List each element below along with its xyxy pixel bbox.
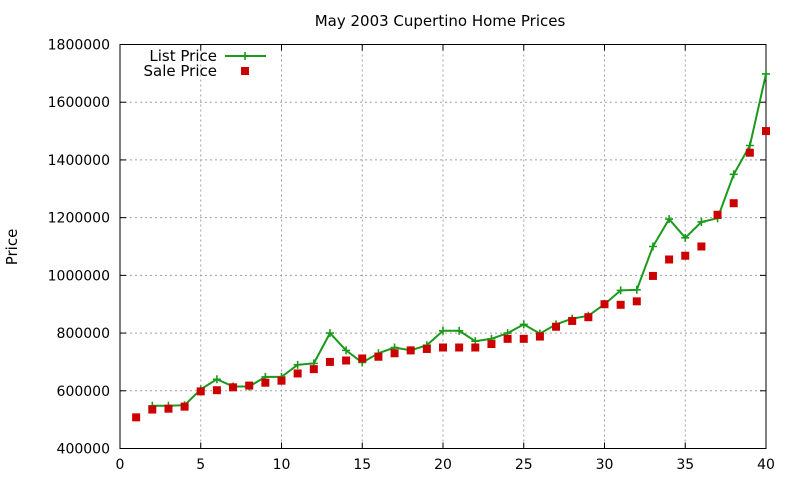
- data-point-list-price: [762, 69, 770, 78]
- data-point-sale-price: [229, 383, 238, 392]
- data-point-sale-price: [406, 346, 415, 355]
- y-tick-label: 1800000: [48, 38, 110, 54]
- legend: List Price Sale Price: [144, 47, 266, 80]
- y-tick-label: 1400000: [48, 153, 110, 169]
- x-tick-label: 15: [353, 457, 371, 473]
- data-point-list-price: [293, 360, 302, 369]
- data-point-sale-price: [584, 313, 593, 322]
- data-point-sale-price: [245, 381, 254, 390]
- data-point-sale-price: [422, 344, 431, 353]
- data-point-list-price: [519, 320, 528, 329]
- y-tick-labels: 400000 600000 800000 1000000 1200000 1400000 1…: [48, 38, 110, 458]
- data-point-sale-price: [665, 255, 674, 264]
- legend-label-sale-price: Sale Price: [144, 62, 217, 80]
- data-point-sale-price: [519, 334, 528, 343]
- data-point-list-price: [665, 215, 674, 224]
- data-point-list-price: [455, 326, 464, 335]
- data-point-sale-price: [439, 343, 447, 352]
- data-point-sale-price: [616, 300, 625, 309]
- x-tick-labels: 0 5 10 15 20 25 30 35 40: [116, 457, 775, 473]
- data-point-sale-price: [358, 354, 367, 363]
- data-point-sale-price: [148, 405, 157, 414]
- data-point-sale-price: [568, 316, 577, 325]
- data-point-sale-price: [196, 387, 205, 396]
- x-tick-label: 25: [515, 457, 533, 473]
- data-point-sale-price: [600, 300, 609, 309]
- y-tick-label: 1200000: [48, 211, 110, 227]
- data-point-list-price: [648, 242, 657, 251]
- x-tick-label: 30: [596, 457, 614, 473]
- y-axis-label: Price: [3, 229, 21, 266]
- data-point-sale-price: [132, 413, 141, 422]
- legend-marker-list-price: [241, 52, 249, 60]
- data-point-sale-price: [164, 404, 173, 413]
- data-point-list-price: [729, 170, 738, 179]
- series-line-list-price: [152, 73, 767, 407]
- data-point-sale-price: [455, 343, 464, 352]
- data-point-sale-price: [390, 349, 399, 358]
- data-point-sale-price: [342, 356, 351, 365]
- data-point-list-price: [212, 375, 221, 384]
- x-tick-label: 10: [273, 457, 291, 473]
- data-point-sale-price: [325, 357, 334, 366]
- series-list-price: [148, 69, 770, 410]
- data-point-sale-price: [552, 322, 561, 331]
- data-point-sale-price: [729, 199, 738, 208]
- data-point-sale-price: [745, 148, 754, 157]
- data-point-sale-price: [632, 297, 641, 306]
- data-point-list-price: [697, 217, 706, 226]
- y-tick-label: 1000000: [48, 268, 110, 284]
- y-tick-label: 800000: [57, 326, 110, 342]
- data-point-sale-price: [309, 365, 318, 374]
- x-tick-label: 0: [116, 457, 125, 473]
- data-point-sale-price: [503, 334, 512, 343]
- plot-frame: [119, 44, 767, 449]
- data-point-sale-price: [487, 340, 496, 349]
- x-tick-label: 5: [196, 457, 205, 473]
- data-point-sale-price: [681, 251, 690, 260]
- data-point-list-price: [439, 326, 447, 335]
- data-point-list-price: [325, 329, 334, 338]
- data-point-list-price: [681, 233, 690, 242]
- data-point-list-price: [745, 141, 754, 150]
- data-point-sale-price: [713, 210, 722, 219]
- data-point-list-price: [616, 286, 625, 295]
- data-point-sale-price: [697, 242, 706, 251]
- series-layer: [132, 69, 770, 422]
- data-point-sale-price: [535, 332, 544, 341]
- data-point-sale-price: [471, 343, 480, 352]
- data-point-sale-price: [212, 386, 221, 395]
- x-tick-label: 40: [757, 457, 775, 473]
- data-point-list-price: [342, 346, 351, 355]
- y-tick-label: 400000: [57, 442, 110, 458]
- series-sale-price: [132, 127, 770, 422]
- legend-marker-sale-price: [241, 67, 249, 75]
- data-point-sale-price: [180, 402, 189, 411]
- y-tick-label: 600000: [57, 384, 110, 400]
- y-tick-label: 1600000: [48, 95, 110, 111]
- data-point-sale-price: [261, 378, 270, 387]
- data-point-sale-price: [374, 352, 383, 361]
- x-tick-label: 20: [434, 457, 452, 473]
- data-point-sale-price: [277, 376, 286, 385]
- data-point-list-price: [632, 285, 641, 294]
- chart-title: May 2003 Cupertino Home Prices: [315, 12, 566, 30]
- data-point-sale-price: [648, 271, 657, 280]
- data-point-sale-price: [762, 127, 770, 136]
- legend-label-list-price: List Price: [149, 47, 217, 65]
- data-point-sale-price: [293, 369, 302, 378]
- legend-entry-sale-price: Sale Price: [144, 62, 249, 80]
- legend-entry-list-price: List Price: [149, 47, 266, 65]
- x-tick-label: 35: [676, 457, 694, 473]
